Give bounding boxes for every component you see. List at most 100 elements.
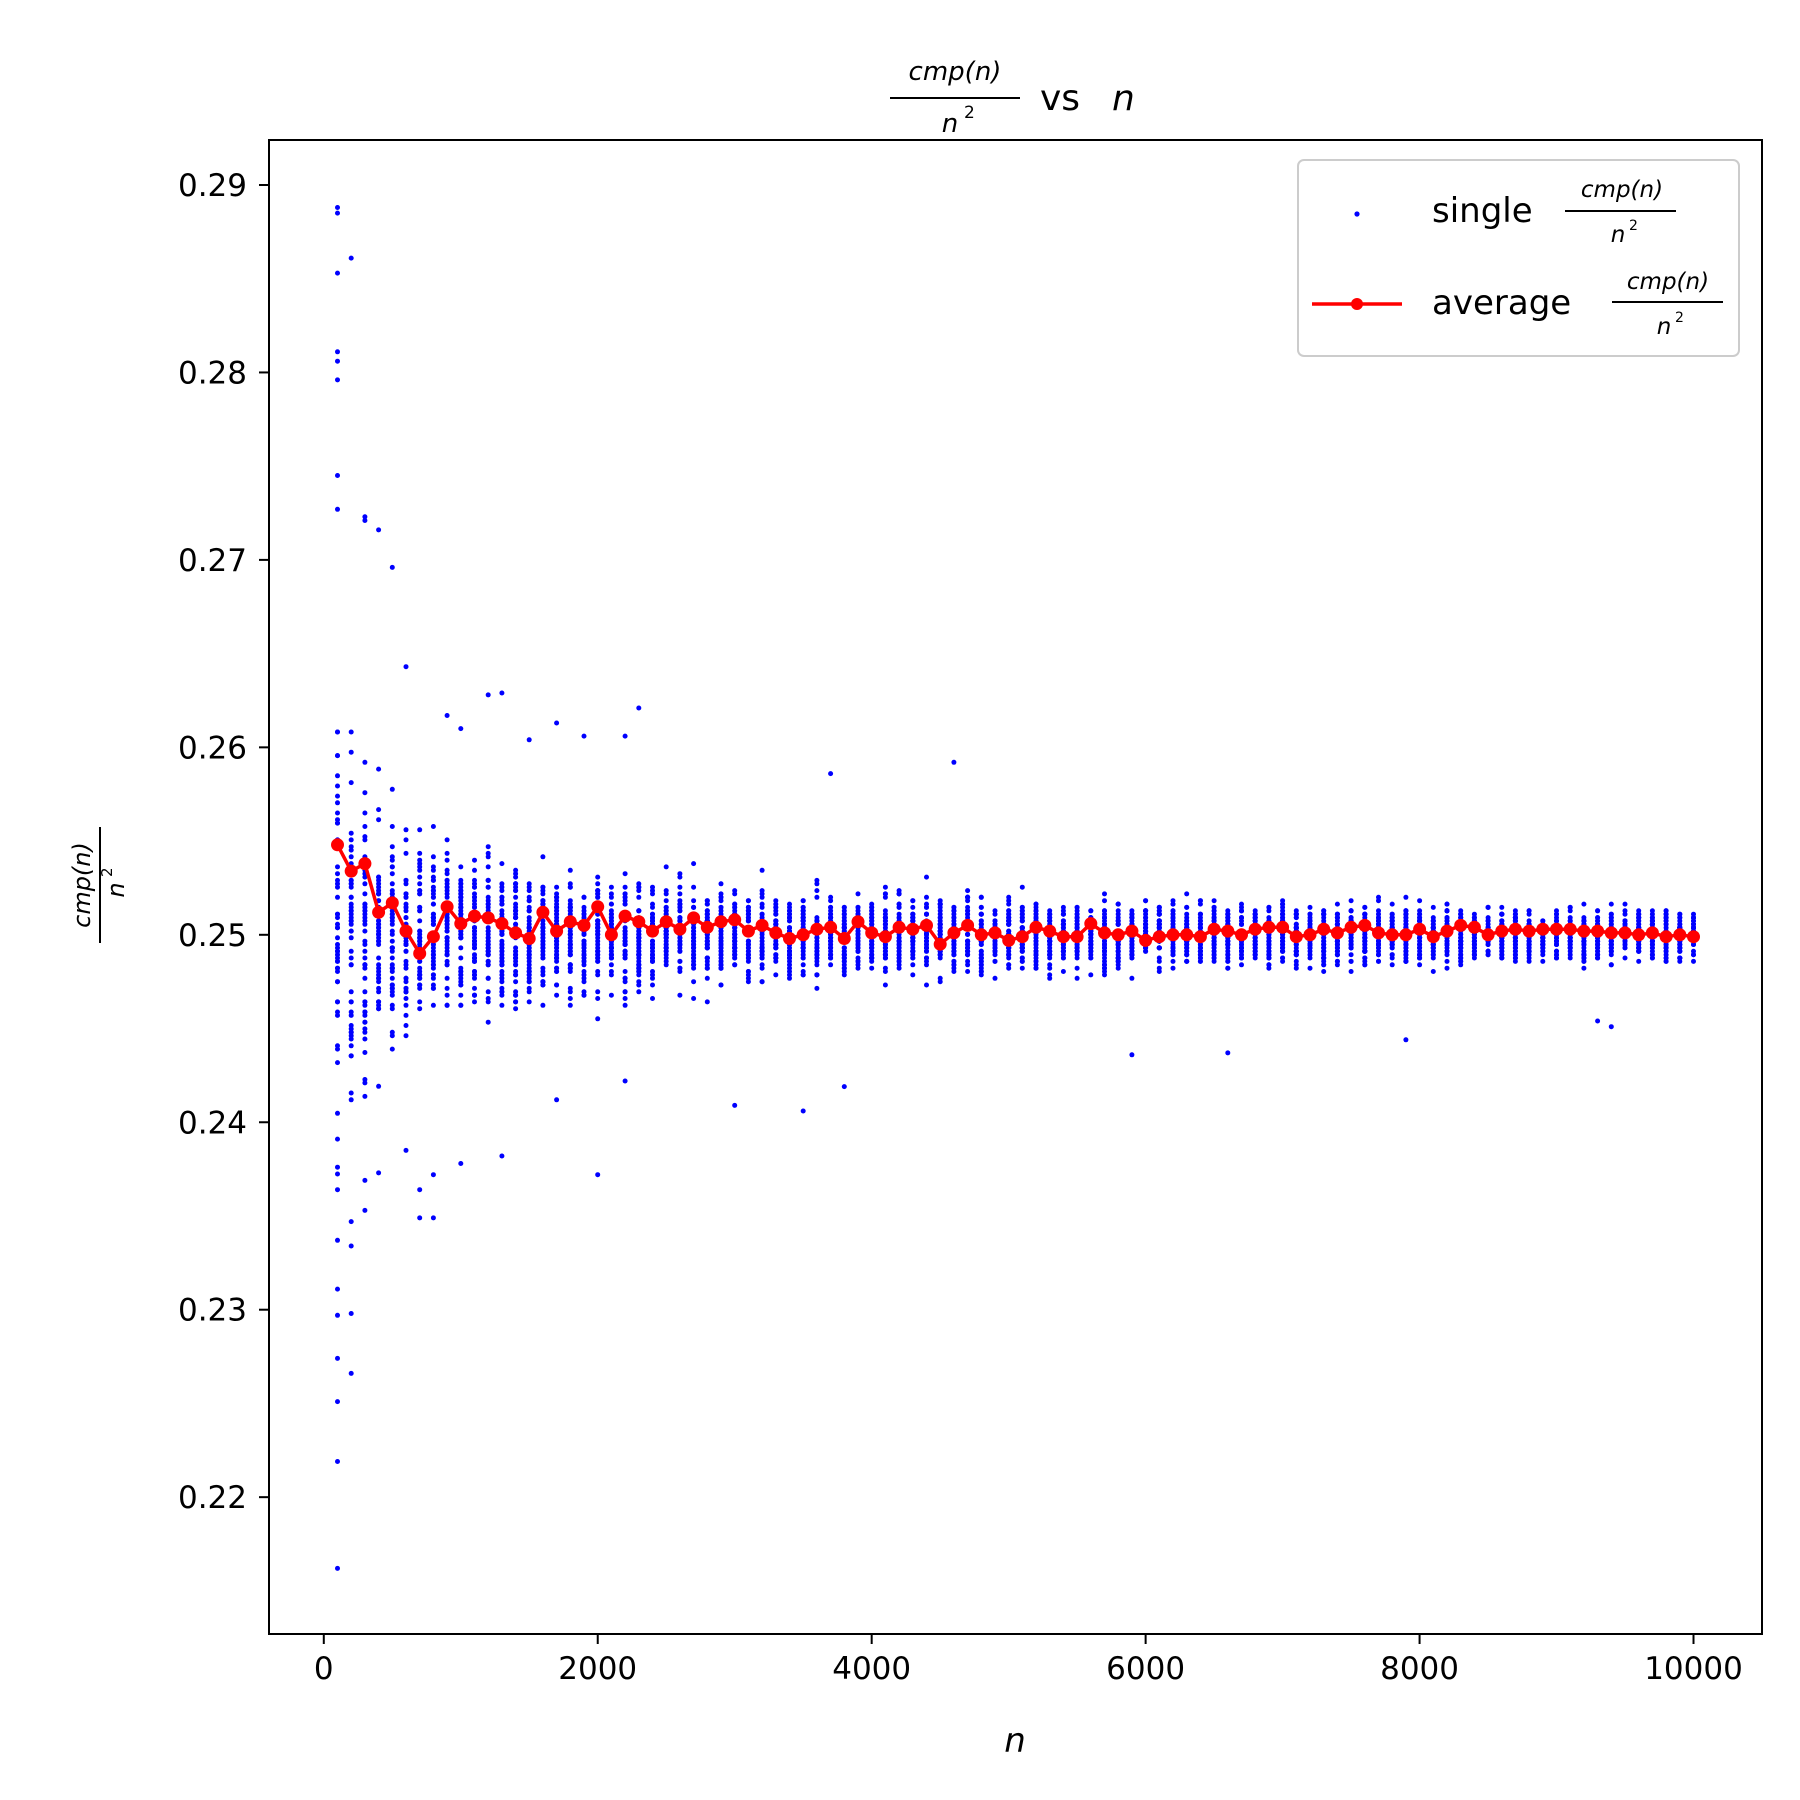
single-point: [1636, 958, 1642, 964]
single-point: [841, 969, 847, 974]
single-point: [1211, 948, 1217, 954]
single-point: [485, 942, 491, 947]
single-point: [581, 938, 587, 944]
single-point: [1102, 898, 1107, 904]
single-point: [403, 1023, 409, 1028]
single-point: [376, 972, 382, 978]
single-point: [513, 874, 519, 880]
single-point: [622, 928, 628, 934]
y-tick-label: 0.24: [178, 1105, 247, 1141]
single-point: [348, 1012, 354, 1018]
single-point: [841, 962, 847, 968]
single-point: [636, 945, 642, 951]
single-point: [362, 975, 368, 981]
single-point: [937, 952, 943, 958]
single-point: [403, 942, 409, 947]
single-point: [759, 911, 765, 917]
single-point: [704, 938, 710, 944]
single-point: [1293, 925, 1299, 931]
single-point: [978, 921, 984, 927]
single-point: [389, 945, 395, 951]
single-point: [1403, 894, 1409, 900]
single-point: [1417, 908, 1423, 914]
single-point: [663, 898, 669, 904]
single-point: [745, 979, 751, 985]
single-point: [444, 850, 450, 856]
single-point: [1512, 948, 1518, 954]
single-point: [1430, 969, 1436, 974]
single-point: [403, 827, 409, 833]
single-point: [362, 759, 368, 765]
single-point: [1170, 965, 1176, 971]
single-point: [704, 898, 710, 904]
single-point: [499, 861, 505, 867]
single-point: [992, 908, 998, 914]
x-tick-label: 8000: [1380, 1651, 1459, 1687]
single-point: [1143, 928, 1149, 934]
single-point: [526, 918, 532, 924]
single-point: [759, 948, 765, 954]
single-point: [882, 894, 888, 900]
single-point: [472, 958, 477, 964]
single-point: [896, 888, 902, 894]
single-point: [1088, 972, 1094, 978]
single-point: [1047, 952, 1053, 958]
single-point: [348, 780, 354, 786]
single-point: [1649, 955, 1655, 961]
single-point: [417, 881, 423, 887]
single-point: [965, 969, 971, 974]
single-point: [814, 972, 820, 978]
single-point: [348, 877, 354, 883]
single-point: [513, 972, 519, 978]
single-point: [1458, 955, 1464, 961]
single-point: [1595, 908, 1601, 914]
single-point: [1376, 948, 1381, 954]
single-point: [348, 854, 354, 860]
single-point: [472, 985, 477, 991]
single-point: [924, 901, 929, 907]
single-point: [978, 948, 984, 954]
single-point: [540, 979, 546, 985]
single-point: [335, 942, 340, 947]
single-point: [485, 948, 491, 954]
single-point: [663, 928, 669, 934]
single-point: [1417, 918, 1423, 924]
single-point: [800, 898, 806, 904]
single-point: [1266, 938, 1272, 944]
single-point: [745, 969, 751, 974]
single-point: [1266, 965, 1272, 971]
single-point: [1019, 884, 1025, 890]
single-point: [608, 955, 614, 961]
single-point: [540, 884, 546, 890]
single-point: [978, 965, 984, 971]
single-point: [1622, 955, 1628, 961]
single-point: [773, 955, 779, 961]
single-point: [1540, 958, 1546, 964]
single-point: [376, 766, 382, 772]
single-point: [1430, 915, 1436, 921]
single-point: [389, 938, 395, 944]
single-point: [1362, 911, 1368, 917]
single-point: [608, 915, 614, 921]
single-point: [1033, 915, 1039, 921]
single-point: [1307, 904, 1313, 910]
single-point: [472, 938, 477, 944]
single-point: [444, 871, 450, 877]
single-point: [499, 979, 505, 985]
single-point: [348, 1029, 354, 1035]
single-point: [1567, 955, 1573, 961]
single-point: [691, 861, 697, 867]
single-point: [1019, 945, 1025, 951]
single-point: [335, 810, 340, 816]
single-point: [595, 918, 601, 924]
single-point: [1362, 955, 1368, 961]
single-point: [1239, 908, 1244, 914]
single-point: [1225, 958, 1231, 964]
single-point: [608, 901, 614, 907]
single-point: [924, 945, 929, 951]
single-point: [882, 921, 888, 927]
single-point: [499, 898, 505, 904]
single-point: [417, 972, 423, 978]
single-point: [485, 854, 491, 860]
single-point: [1403, 952, 1409, 958]
